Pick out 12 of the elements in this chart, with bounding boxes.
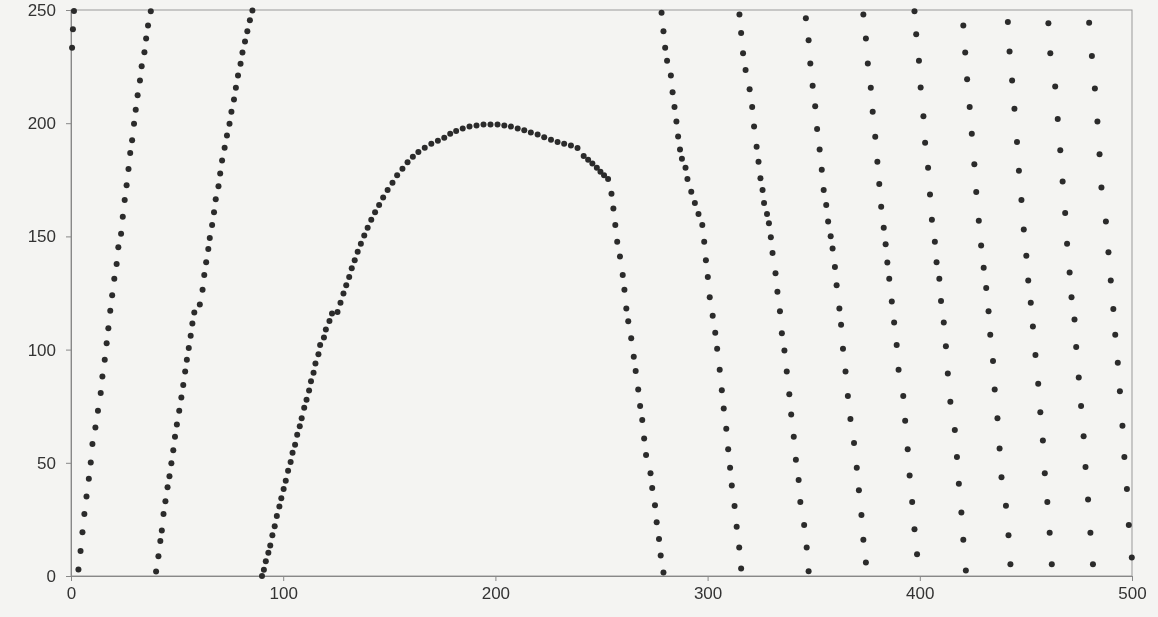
- y-tick-label: 150: [27, 227, 56, 247]
- y-tick-label: 50: [37, 453, 56, 473]
- y-tick-label: 250: [27, 0, 56, 20]
- x-tick-label: 200: [481, 584, 511, 604]
- x-tick-label: 400: [906, 584, 935, 604]
- y-tick-label: 100: [27, 340, 56, 360]
- y-tick-label: 0: [46, 566, 56, 586]
- y-tick-label: 200: [27, 114, 56, 134]
- x-tick-label: 0: [66, 584, 77, 604]
- x-tick-label: 100: [269, 584, 298, 604]
- x-tick-label: 300: [693, 584, 723, 604]
- x-tick-label: 500: [1118, 584, 1147, 604]
